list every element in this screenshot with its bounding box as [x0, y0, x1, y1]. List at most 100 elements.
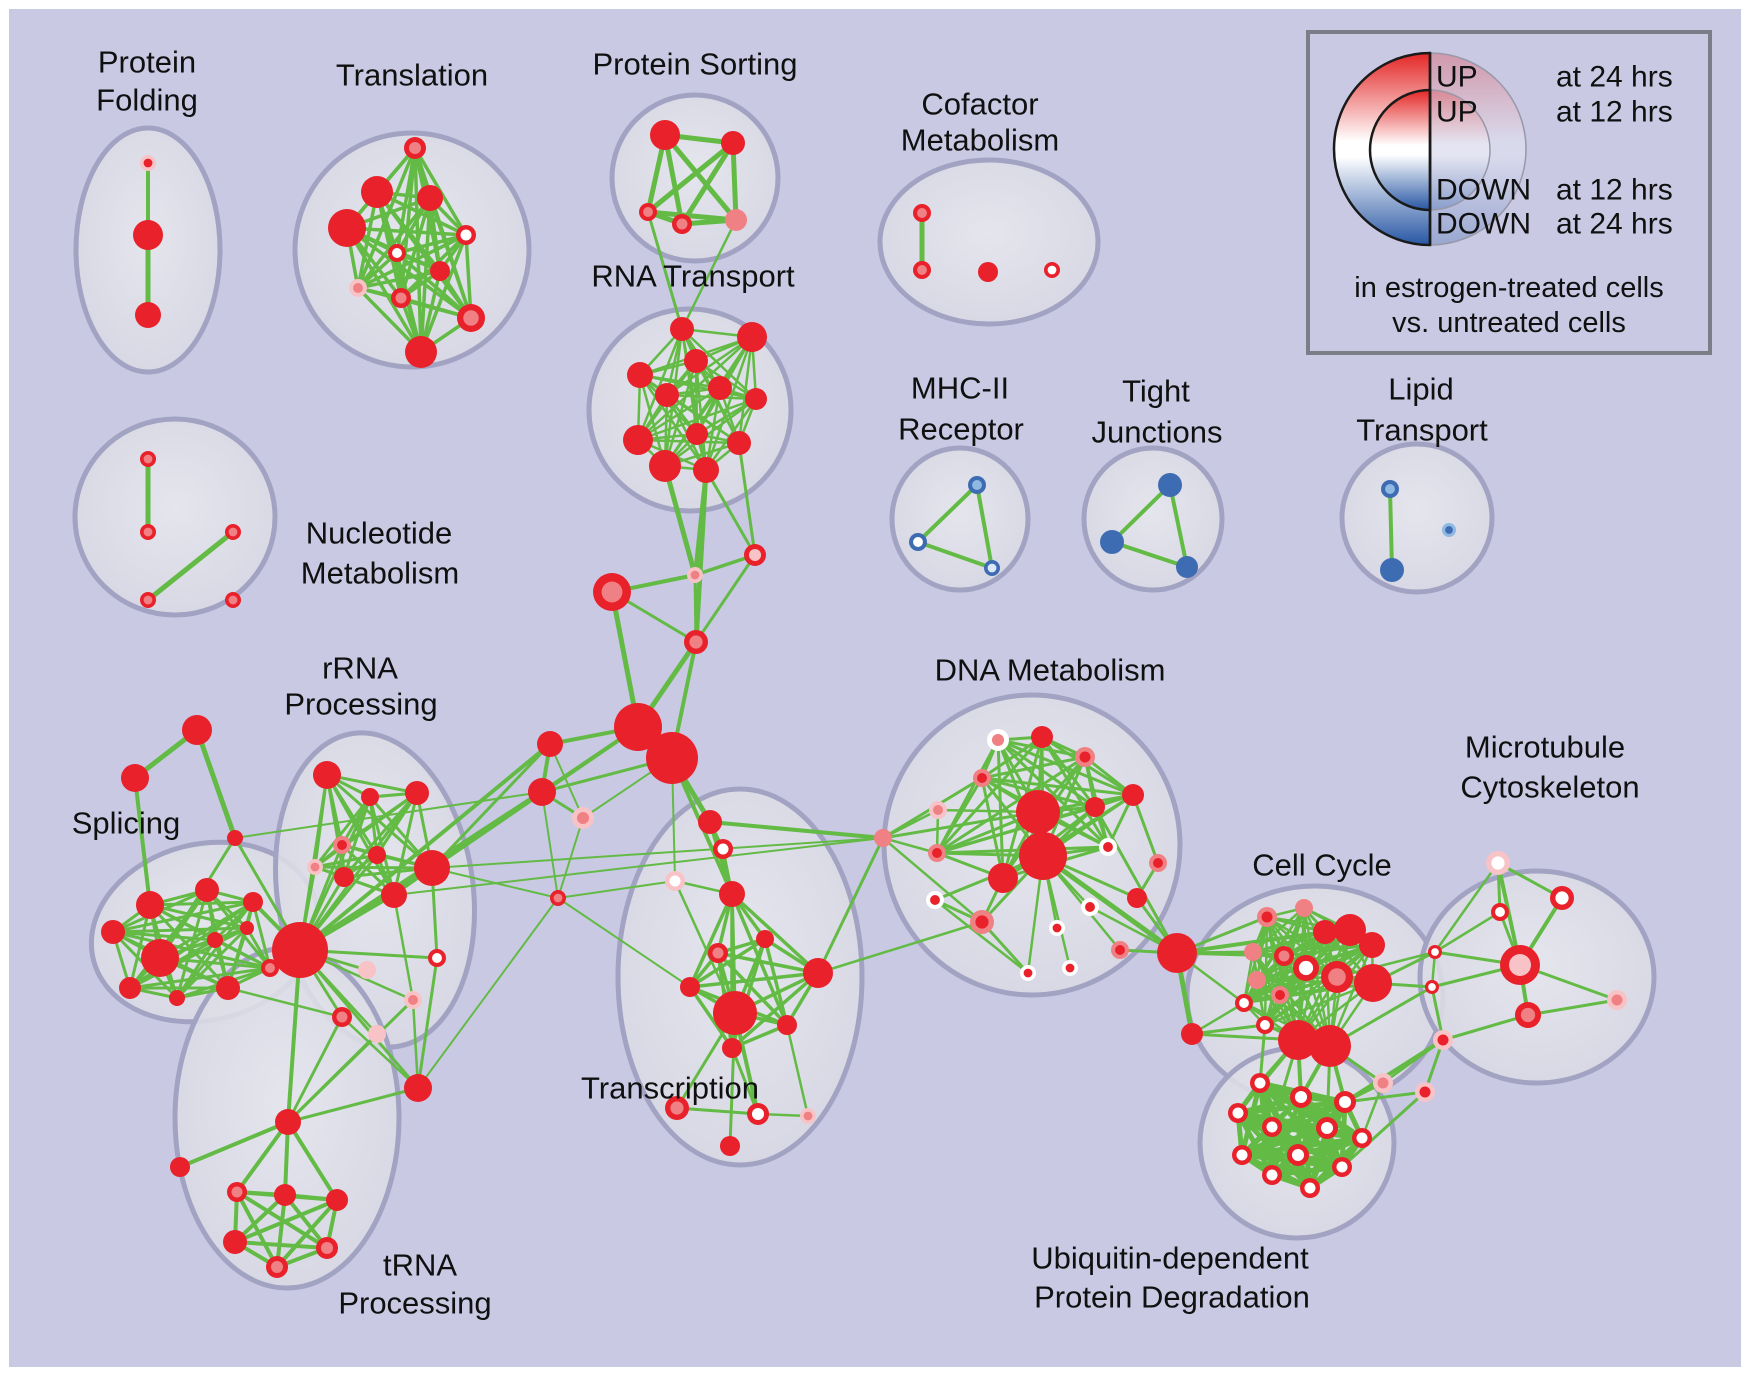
- cluster-label: Cell Cycle: [1252, 848, 1392, 883]
- network-node-center: [913, 537, 923, 547]
- network-edge: [1040, 735, 1097, 809]
- network-node-center: [987, 563, 997, 573]
- network-edge: [128, 888, 209, 990]
- cluster-label: DNA Metabolism: [935, 653, 1166, 688]
- network-node-ring: [1309, 1025, 1351, 1067]
- network-node-ring: [272, 922, 328, 978]
- network-node-center: [408, 141, 422, 155]
- network-node-center: [930, 895, 940, 905]
- network-node-center: [553, 893, 563, 903]
- network-node-center: [392, 248, 402, 258]
- network-edge: [283, 1193, 329, 1250]
- cluster-label: RNA Transport: [591, 259, 795, 294]
- network-edge: [226, 986, 344, 1019]
- network-node-ring: [803, 958, 833, 988]
- network-node-center: [977, 773, 987, 783]
- network-edge: [1496, 861, 1564, 900]
- network-node-ring: [698, 810, 722, 834]
- network-node-ring: [240, 921, 254, 935]
- network-node-center: [1260, 1020, 1270, 1030]
- network-node-ring: [1354, 964, 1392, 1002]
- network-edge: [313, 853, 379, 869]
- network-node-center: [1338, 1095, 1352, 1109]
- network-node-center: [576, 811, 590, 825]
- network-node-center: [1052, 923, 1062, 933]
- network-node-center: [975, 915, 989, 929]
- network-node-ring: [381, 882, 407, 908]
- network-node-ring: [623, 425, 653, 455]
- network-node-ring: [430, 261, 450, 281]
- network-node-ring: [725, 209, 747, 231]
- network-node-ring: [119, 977, 141, 999]
- legend-footnote-1: in estrogen-treated cells: [1354, 272, 1664, 304]
- network-node-center: [1065, 963, 1075, 973]
- network-node-center: [1278, 950, 1290, 962]
- network-edge: [665, 335, 754, 397]
- network-node-ring: [169, 990, 185, 1006]
- network-edge: [680, 218, 738, 331]
- network-edge: [636, 397, 758, 442]
- network-edge: [728, 1011, 737, 1148]
- network-node-center: [689, 635, 703, 649]
- network-node-center: [1431, 948, 1439, 956]
- network-node-center: [143, 454, 153, 464]
- network-edge: [541, 791, 559, 899]
- network-node-center: [751, 1107, 765, 1121]
- network-node-center: [933, 805, 943, 815]
- network-edge: [785, 1023, 810, 1118]
- network-edge: [356, 269, 442, 290]
- network-edge: [881, 810, 1040, 840]
- network-node-center: [1419, 1086, 1431, 1098]
- network-node-ring: [405, 336, 437, 368]
- network-node-ring: [1016, 790, 1060, 834]
- network-edge: [1433, 910, 1502, 954]
- network-node-center: [265, 963, 275, 973]
- network-node-ring: [693, 457, 719, 483]
- network-edge: [1040, 853, 1180, 956]
- network-edge: [704, 335, 754, 472]
- network-edge: [975, 483, 994, 570]
- network-node-center: [1520, 1007, 1536, 1023]
- network-edge: [1388, 487, 1394, 572]
- network-node-center: [1328, 968, 1346, 986]
- network-edge: [704, 386, 722, 472]
- network-node-ring: [361, 176, 393, 208]
- network-node-center: [643, 207, 653, 217]
- network-node-center: [690, 570, 700, 580]
- network-node-ring: [708, 376, 732, 400]
- network-node-ring: [133, 220, 163, 250]
- network-edge: [1335, 950, 1437, 979]
- network-node-ring: [627, 362, 653, 388]
- network-edge: [128, 926, 249, 990]
- network-edge: [662, 463, 698, 578]
- cluster-label: Nucleotide: [306, 516, 452, 551]
- legend-down-12-label: DOWN: [1436, 174, 1531, 207]
- network-edge: [233, 1198, 339, 1244]
- network-node-ring: [334, 867, 354, 887]
- network-node-center: [231, 1186, 243, 1198]
- legend-down-24-label: DOWN: [1436, 208, 1531, 241]
- network-node-ring: [1359, 932, 1385, 958]
- network-node-ring: [1278, 1020, 1318, 1060]
- cluster-ellipse-microtubule-cytoskeleton: [1417, 868, 1657, 1086]
- network-node-center: [1115, 945, 1125, 955]
- network-edge: [708, 820, 885, 840]
- network-node-ring: [1085, 797, 1105, 817]
- cluster-label: Lipid: [1388, 372, 1454, 407]
- network-node-ring: [978, 262, 998, 282]
- cluster-label: Cytoskeleton: [1460, 770, 1639, 805]
- network-edge: [111, 900, 255, 934]
- network-node-ring: [358, 961, 376, 979]
- network-edge: [688, 985, 734, 1050]
- network-edge: [298, 948, 420, 1090]
- network-edge: [693, 467, 709, 645]
- network-edge: [935, 735, 1044, 855]
- cluster-ellipse-cofactor-metabolism: [877, 157, 1101, 327]
- network-edge: [175, 900, 255, 1000]
- network-node-ring: [207, 932, 223, 948]
- network-edge: [557, 897, 691, 988]
- network-node-ring: [1313, 920, 1337, 944]
- network-node-center: [395, 292, 407, 304]
- network-edge: [395, 233, 468, 255]
- network-node-ring: [368, 1025, 386, 1043]
